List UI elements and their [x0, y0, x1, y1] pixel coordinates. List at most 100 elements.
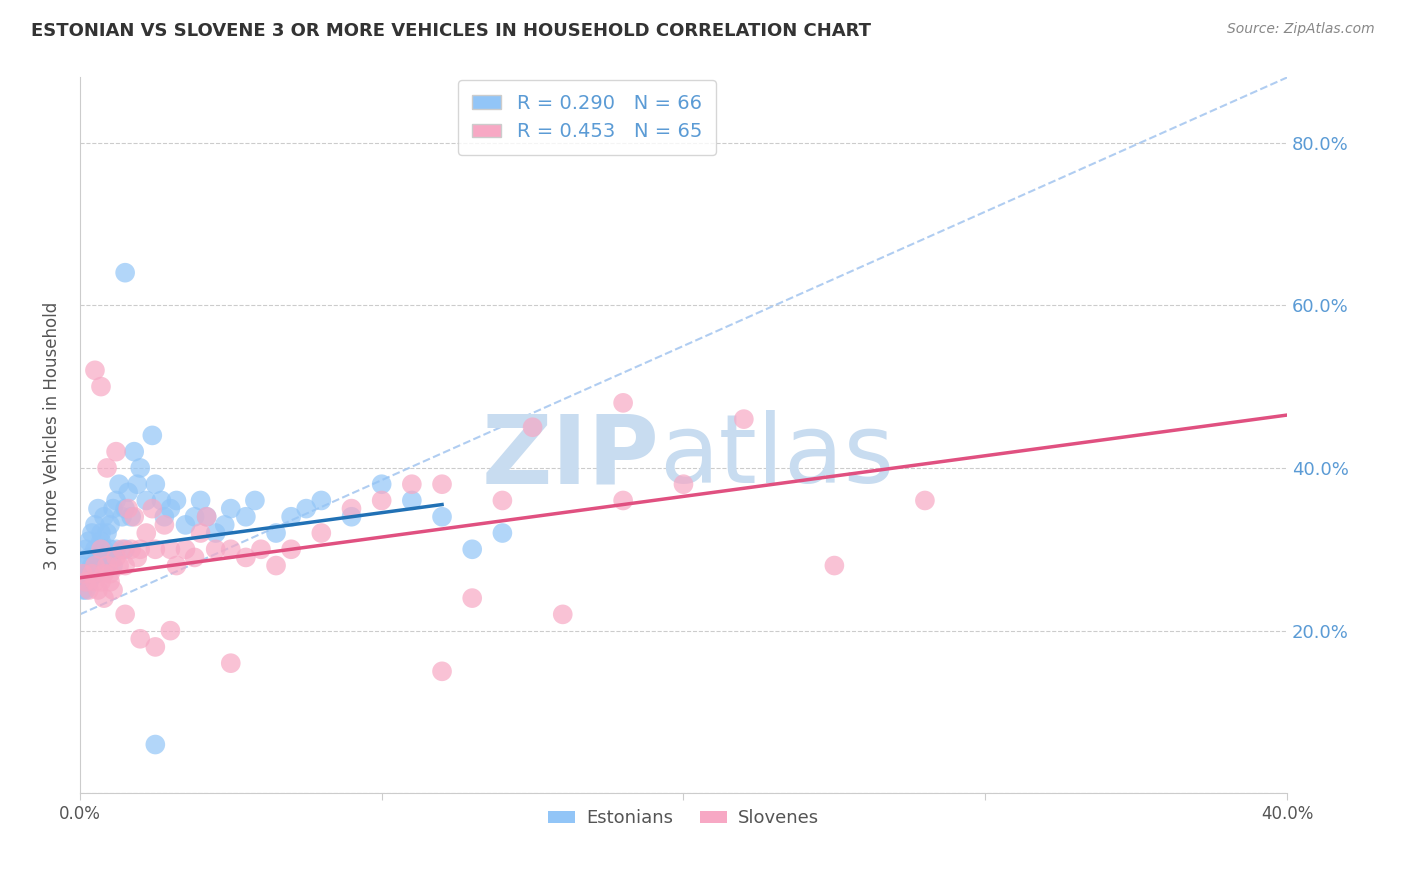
Point — [93, 591, 115, 606]
Point — [612, 493, 634, 508]
Point — [461, 591, 484, 606]
Point — [114, 501, 136, 516]
Point — [114, 542, 136, 557]
Point — [98, 566, 121, 581]
Point — [153, 517, 176, 532]
Point — [461, 542, 484, 557]
Text: ESTONIAN VS SLOVENE 3 OR MORE VEHICLES IN HOUSEHOLD CORRELATION CHART: ESTONIAN VS SLOVENE 3 OR MORE VEHICLES I… — [31, 22, 870, 40]
Text: Source: ZipAtlas.com: Source: ZipAtlas.com — [1227, 22, 1375, 37]
Point — [219, 542, 242, 557]
Point — [183, 509, 205, 524]
Point — [72, 558, 94, 573]
Point — [190, 493, 212, 508]
Point — [80, 558, 103, 573]
Point — [159, 501, 181, 516]
Point — [72, 582, 94, 597]
Point — [195, 509, 218, 524]
Point — [96, 526, 118, 541]
Point — [430, 509, 453, 524]
Point — [114, 266, 136, 280]
Point — [311, 493, 333, 508]
Point — [98, 517, 121, 532]
Point — [75, 574, 97, 589]
Point — [90, 526, 112, 541]
Point — [143, 477, 166, 491]
Point — [87, 550, 110, 565]
Point — [114, 558, 136, 573]
Point — [98, 542, 121, 557]
Point — [522, 420, 544, 434]
Point — [280, 542, 302, 557]
Point — [96, 550, 118, 565]
Point — [214, 517, 236, 532]
Point — [551, 607, 574, 622]
Point — [75, 582, 97, 597]
Point — [84, 517, 107, 532]
Point — [370, 493, 392, 508]
Point — [75, 566, 97, 581]
Point — [340, 509, 363, 524]
Point — [111, 542, 134, 557]
Point — [165, 558, 187, 573]
Point — [190, 526, 212, 541]
Point — [129, 632, 152, 646]
Point — [264, 558, 287, 573]
Point — [311, 526, 333, 541]
Text: atlas: atlas — [659, 410, 894, 503]
Point — [127, 477, 149, 491]
Point — [117, 501, 139, 516]
Point — [174, 542, 197, 557]
Point — [105, 542, 128, 557]
Point — [340, 501, 363, 516]
Point — [250, 542, 273, 557]
Point — [84, 542, 107, 557]
Point — [159, 624, 181, 638]
Point — [159, 542, 181, 557]
Point — [129, 461, 152, 475]
Point — [90, 574, 112, 589]
Point — [401, 493, 423, 508]
Point — [174, 517, 197, 532]
Point — [135, 526, 157, 541]
Point — [114, 607, 136, 622]
Point — [235, 509, 257, 524]
Point — [204, 526, 226, 541]
Point — [150, 493, 173, 508]
Point — [117, 485, 139, 500]
Point — [135, 493, 157, 508]
Point — [370, 477, 392, 491]
Point — [120, 542, 142, 557]
Point — [96, 558, 118, 573]
Point — [823, 558, 845, 573]
Point — [143, 738, 166, 752]
Point — [165, 493, 187, 508]
Point — [295, 501, 318, 516]
Text: ZIP: ZIP — [481, 410, 659, 503]
Point — [77, 574, 100, 589]
Point — [84, 558, 107, 573]
Point — [219, 656, 242, 670]
Point — [612, 396, 634, 410]
Point — [122, 509, 145, 524]
Point — [72, 566, 94, 581]
Point — [77, 582, 100, 597]
Point — [491, 493, 513, 508]
Point — [101, 582, 124, 597]
Point — [84, 363, 107, 377]
Point — [430, 665, 453, 679]
Point — [195, 509, 218, 524]
Point — [219, 501, 242, 516]
Point — [914, 493, 936, 508]
Point — [90, 558, 112, 573]
Point — [84, 566, 107, 581]
Point — [77, 534, 100, 549]
Point — [90, 534, 112, 549]
Point — [153, 509, 176, 524]
Point — [264, 526, 287, 541]
Point — [143, 640, 166, 654]
Point — [491, 526, 513, 541]
Point — [108, 558, 131, 573]
Point — [80, 526, 103, 541]
Point — [235, 550, 257, 565]
Point — [98, 574, 121, 589]
